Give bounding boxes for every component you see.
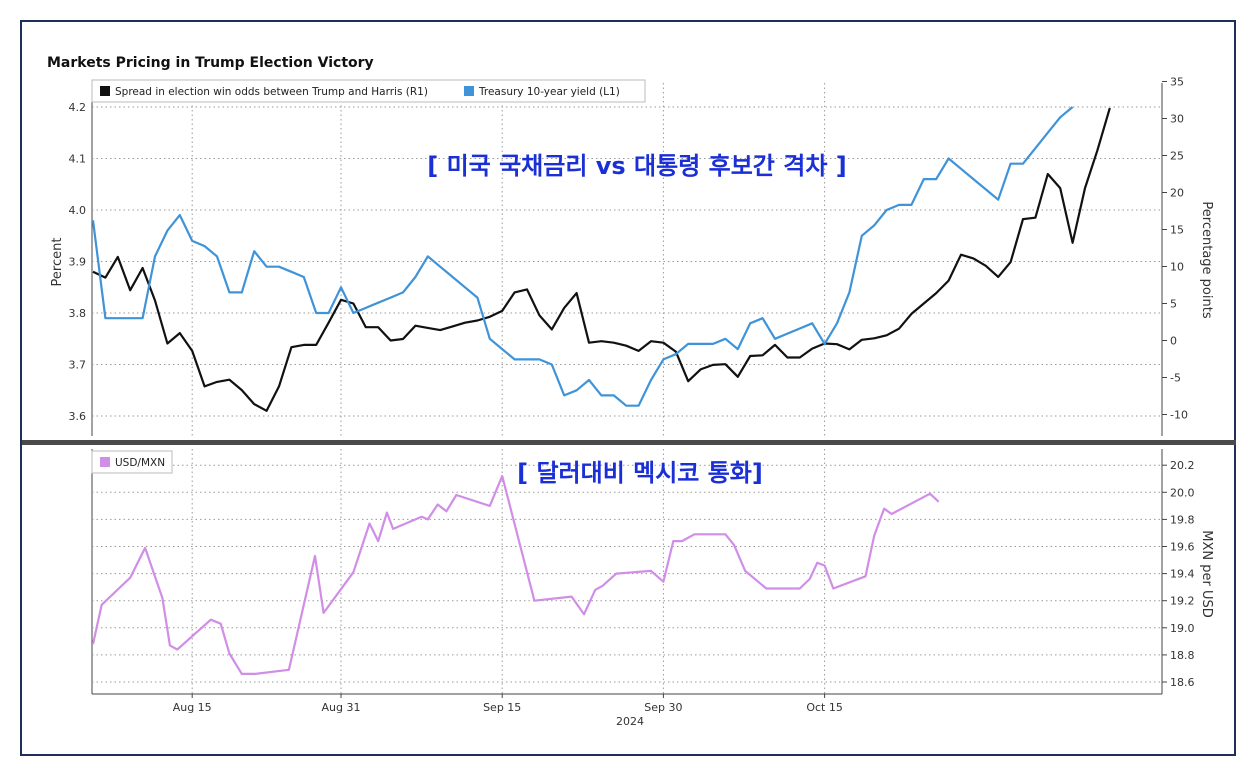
- legend-label-spread: Spread in election win odds between Trum…: [115, 86, 428, 98]
- top-legend: Spread in election win odds between Trum…: [91, 79, 646, 103]
- top-right-tick-label: 30: [1170, 113, 1184, 126]
- x-tick-label: Aug 15: [173, 701, 212, 714]
- top-left-tick-label: 3.7: [69, 359, 87, 372]
- legend-swatch-yield: [464, 86, 474, 96]
- bottom-legend: USD/MXN: [91, 450, 173, 474]
- x-tick-label: Oct 15: [806, 701, 843, 714]
- top-series: [91, 106, 1111, 412]
- top-right-tick-label: 10: [1170, 261, 1184, 274]
- x-axis-year-label: 2024: [616, 715, 644, 728]
- top-right-tick-label: 0: [1170, 335, 1177, 348]
- top-left-axis: 3.6 3.7 3.8 3.9 4.0 4.1 4.2: [69, 101, 87, 423]
- top-left-tick-label: 3.8: [69, 307, 87, 320]
- bottom-right-axis-label: MXN per USD: [1199, 530, 1214, 617]
- bottom-right-tick-label: 20.2: [1170, 459, 1195, 472]
- top-right-tick-label: -10: [1170, 409, 1188, 422]
- bottom-panel-grid: [91, 449, 1163, 695]
- top-left-tick-label: 4.0: [69, 204, 87, 217]
- x-axis: Aug 15 Aug 31 Sep 15 Sep 30 Oct 15: [173, 694, 843, 714]
- bottom-legend-box: [91, 450, 173, 474]
- top-right-tick-label: 25: [1170, 150, 1184, 163]
- series-line-usd-mxn: [91, 474, 940, 676]
- top-left-tick-label: 3.9: [69, 256, 87, 269]
- series-line-spread: [92, 107, 1111, 412]
- top-right-tick-label: -5: [1170, 372, 1181, 385]
- top-overlay-title: [ 미국 국채금리 vs 대통령 후보간 격차 ]: [427, 152, 846, 180]
- bottom-right-tick-label: 19.0: [1170, 622, 1195, 635]
- bottom-right-axis: 18.6 18.8 19.0 19.2 19.4 19.6 19.8 20.0 20.2: [1162, 459, 1195, 689]
- top-left-tick-label: 4.1: [69, 153, 87, 166]
- top-left-axis-label: Percent: [50, 238, 65, 287]
- x-tick-label: Sep 15: [483, 701, 521, 714]
- top-right-axis-label: Percentage points: [1199, 201, 1214, 318]
- top-left-tick-label: 3.6: [69, 410, 87, 423]
- bottom-right-tick-label: 18.6: [1170, 676, 1195, 689]
- top-right-axis: -10 -5 0 5 10 15 20 25 30 35: [1162, 76, 1188, 422]
- top-right-tick-label: 35: [1170, 76, 1184, 89]
- top-left-tick-label: 4.2: [69, 101, 87, 114]
- top-right-tick-label: 20: [1170, 187, 1184, 200]
- legend-label-mxn: USD/MXN: [115, 457, 165, 469]
- panel-divider: [22, 440, 1236, 445]
- top-panel-grid: [91, 83, 1163, 436]
- bottom-right-tick-label: 19.2: [1170, 595, 1195, 608]
- legend-swatch-mxn: [100, 457, 110, 467]
- top-right-tick-label: 15: [1170, 224, 1184, 237]
- top-right-tick-label: 5: [1170, 298, 1177, 311]
- bottom-right-tick-label: 19.8: [1170, 513, 1195, 526]
- bottom-series: [91, 474, 940, 676]
- bottom-right-tick-label: 19.6: [1170, 541, 1195, 554]
- chart-title: Markets Pricing in Trump Election Victor…: [47, 55, 374, 71]
- series-line-yield: [91, 106, 1074, 407]
- legend-swatch-spread: [100, 86, 110, 96]
- bottom-right-tick-label: 20.0: [1170, 486, 1195, 499]
- bottom-right-tick-label: 18.8: [1170, 649, 1195, 662]
- top-legend-box: [91, 79, 646, 103]
- x-tick-label: Aug 31: [322, 701, 361, 714]
- x-tick-label: Sep 30: [644, 701, 682, 714]
- bottom-right-tick-label: 19.4: [1170, 568, 1195, 581]
- bottom-overlay-title: [ 달러대비 멕시코 통화]: [517, 459, 763, 487]
- legend-label-yield: Treasury 10-year yield (L1): [478, 86, 620, 98]
